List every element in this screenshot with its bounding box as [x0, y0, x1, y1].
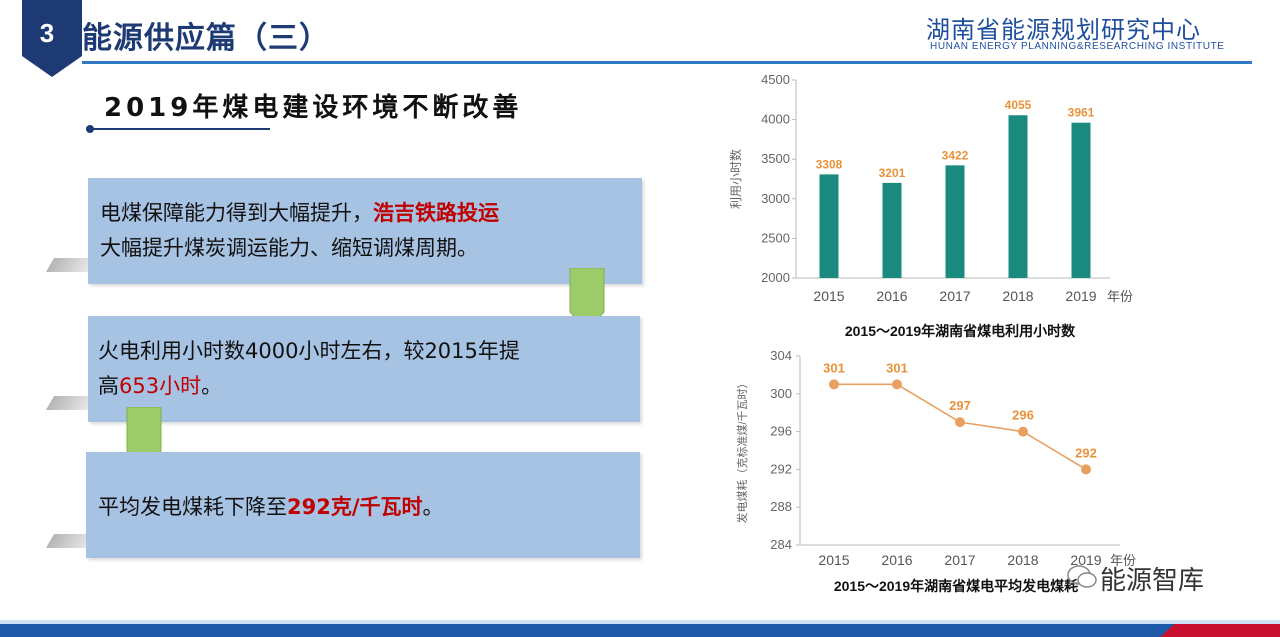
y-tick-label: 4000 [761, 112, 790, 127]
text-box-1: 电煤保障能力得到大幅提升，浩吉铁路投运 大幅提升煤炭调运能力、缩短调煤周期。 [88, 178, 642, 284]
data-label: 297 [949, 398, 971, 413]
subtitle-dot [86, 125, 94, 133]
subtitle-underline [92, 128, 270, 130]
box2-post: 。 [201, 374, 223, 398]
x-tick-label: 2018 [1002, 288, 1033, 304]
slide-subtitle: 2019年煤电建设环境不断改善 [104, 93, 523, 123]
bar-chart-utilization-hours: 2000 2500 3000 3500 4000 4500 3308 2015 3201 2016… [728, 72, 1133, 339]
data-label: 3422 [942, 148, 969, 162]
data-label: 3308 [816, 157, 843, 171]
data-label: 292 [1075, 445, 1097, 460]
data-point [1018, 426, 1028, 437]
line-chart-coal-consumption: 284 288 292 296 300 304 301 2015 301 2016 297 2017 2… [735, 348, 1136, 594]
x-tick-label: 2016 [876, 288, 907, 304]
footer-strip [0, 620, 1280, 624]
box1-text: 电煤保障能力得到大幅提升， [100, 201, 373, 225]
y-tick-label: 296 [770, 424, 792, 439]
box2-line2: 高 [98, 374, 119, 398]
x-tick-label: 2019 [1065, 288, 1096, 304]
y-axis-title: 发电煤耗（克标准煤/千瓦时） [735, 377, 749, 523]
x-tick-label: 2015 [813, 288, 844, 304]
watermark: 能源智库 [1100, 566, 1205, 596]
data-label: 301 [886, 360, 908, 375]
y-axis-title: 利用小时数 [728, 149, 743, 209]
footer-bar [0, 624, 1280, 637]
x-tick-label: 2015 [818, 552, 849, 568]
y-tick-label: 4500 [761, 72, 790, 87]
y-tick-label: 304 [770, 348, 792, 363]
chart-title: 2015～2019年湖南省煤电平均发电煤耗 [834, 578, 1078, 594]
data-label: 4055 [1005, 98, 1032, 112]
box3-post: 。 [422, 495, 444, 519]
section-number: 3 [39, 18, 55, 48]
data-label: 296 [1012, 408, 1034, 423]
y-tick-label: 288 [770, 499, 792, 514]
x-axis-title: 年份 [1107, 289, 1133, 304]
data-label: 301 [823, 360, 845, 375]
y-tick-label: 2500 [761, 230, 790, 245]
text-box-2: 火电利用小时数4000小时左右，较2015年提 高653小时。 [88, 316, 640, 422]
box1-line2: 大幅提升煤炭调运能力、缩短调煤周期。 [100, 236, 478, 260]
footer-accent [1160, 624, 1280, 637]
data-label: 3201 [879, 166, 906, 180]
data-point [955, 417, 965, 428]
x-tick-label: 2017 [944, 552, 975, 568]
header-divider [82, 61, 1252, 64]
bar [819, 174, 839, 278]
x-tick-label: 2018 [1007, 552, 1038, 568]
wechat-icon [1067, 565, 1097, 588]
y-tick-label: 300 [770, 386, 792, 401]
org-name-cn: 湖南省能源规划研究中心 [926, 16, 1201, 44]
org-name-en: HUNAN ENERGY PLANNING&RESEARCHING INSTIT… [930, 41, 1225, 52]
box1-highlight: 浩吉铁路投运 [373, 201, 499, 225]
x-tick-label: 2017 [939, 288, 970, 304]
bar [882, 182, 902, 278]
x-tick-label: 2019 [1070, 552, 1101, 568]
y-tick-label: 3500 [761, 151, 790, 166]
section-badge [22, 0, 82, 77]
y-tick-label: 3000 [761, 191, 790, 206]
bar [1071, 122, 1091, 278]
section-title: 能源供应篇（三） [82, 21, 330, 56]
box3-text: 平均发电煤耗下降至 [98, 495, 287, 519]
data-point [1081, 464, 1091, 475]
text-box-3: 平均发电煤耗下降至292克/千瓦时。 [86, 452, 640, 558]
bar [945, 165, 965, 278]
data-point [892, 379, 902, 390]
x-tick-label: 2016 [881, 552, 912, 568]
box2-text: 火电利用小时数4000小时左右，较2015年提 [98, 339, 520, 363]
box3-highlight: 292克/千瓦时 [287, 495, 423, 519]
chart-title: 2015～2019年湖南省煤电利用小时数 [845, 323, 1076, 339]
data-label: 3961 [1068, 106, 1095, 120]
bar [1008, 115, 1028, 278]
x-axis-title: 年份 [1110, 553, 1136, 568]
y-tick-label: 292 [770, 461, 792, 476]
box2-highlight: 653小时 [119, 374, 202, 398]
y-tick-label: 284 [770, 537, 792, 552]
y-tick-label: 2000 [761, 270, 790, 285]
data-point [829, 379, 839, 390]
